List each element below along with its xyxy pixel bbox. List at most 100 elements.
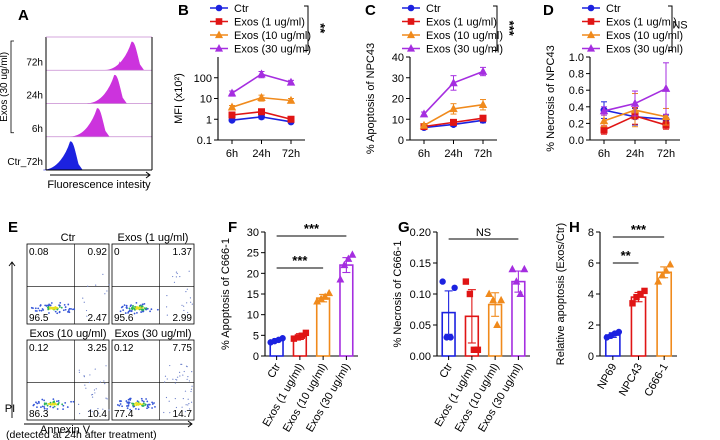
legend-label: Exos (30 ug/ml) bbox=[606, 44, 683, 56]
significance-label: *** bbox=[502, 21, 517, 37]
data-point bbox=[419, 120, 429, 129]
scatter-dot bbox=[184, 410, 186, 413]
scatter-dot bbox=[35, 401, 37, 404]
scatter-dot bbox=[173, 281, 176, 283]
scatter-dot bbox=[172, 378, 174, 380]
scatter-dot bbox=[142, 400, 145, 403]
data-point bbox=[658, 271, 667, 279]
scatter-dot bbox=[38, 309, 41, 312]
scatter-dot bbox=[47, 305, 50, 308]
scatter-dot bbox=[39, 304, 42, 307]
y-axis-label: % Apoptosis of C666-1 bbox=[220, 238, 232, 350]
y-tick-label: 10 bbox=[247, 310, 259, 322]
legend-label: Exos (30 ug/ml) bbox=[426, 44, 503, 56]
scatter-dot bbox=[176, 379, 178, 381]
scatter-dot bbox=[143, 307, 146, 310]
legend-marker bbox=[586, 44, 596, 52]
scatter-dot bbox=[48, 312, 50, 314]
scatter-dot bbox=[123, 304, 126, 307]
scatter-dot bbox=[55, 307, 58, 309]
y-tick-label: 0.15 bbox=[410, 258, 431, 270]
legend-label: Exos (10 ug/ml) bbox=[234, 30, 311, 42]
x-tick-label: 24h bbox=[626, 148, 644, 160]
scatter-dot bbox=[141, 306, 144, 309]
panel-c-apoptosis: 0 10 20 30 40 6h 24h 72h % Apoptosis of NPC43 Ctr… bbox=[365, 3, 517, 160]
scatter-dot bbox=[187, 376, 189, 378]
scatter-dot bbox=[51, 306, 54, 309]
quadrant-value: 0.92 bbox=[88, 247, 108, 258]
scatter-dot bbox=[41, 398, 44, 401]
scatter-dot bbox=[64, 306, 67, 308]
scatter-dot bbox=[45, 402, 48, 405]
y-axis-label: Exos (30 ug/ml) bbox=[0, 52, 10, 122]
scatter-dot bbox=[186, 288, 188, 290]
scatter-dot bbox=[188, 408, 191, 410]
x-tick-label: Ctr bbox=[265, 361, 283, 380]
data-point bbox=[666, 260, 675, 268]
scatter-note: (detected at 24h after treatment) bbox=[6, 429, 157, 440]
scatter-dot bbox=[88, 381, 91, 384]
scatter-dot bbox=[63, 303, 66, 306]
scatter-dot bbox=[153, 402, 155, 404]
y-tick-label: 0 bbox=[253, 351, 259, 363]
scatter-dot bbox=[190, 390, 192, 393]
scatter-dot bbox=[187, 404, 189, 406]
scatter-dot bbox=[93, 389, 96, 391]
scatter-dot bbox=[104, 293, 106, 295]
scatter-dot bbox=[56, 400, 58, 403]
scatter-dot bbox=[72, 400, 75, 403]
legend-marker bbox=[587, 18, 595, 25]
scatter-dot bbox=[129, 397, 131, 400]
scatter-dot bbox=[188, 380, 191, 382]
scatter-dot bbox=[67, 309, 70, 311]
data-point bbox=[662, 266, 671, 274]
data-point bbox=[286, 95, 296, 104]
y-axis-label: PI bbox=[5, 403, 15, 415]
scatter-dot bbox=[183, 305, 185, 307]
scatter-title: Exos (30 ug/ml) bbox=[114, 328, 191, 340]
legend-marker bbox=[587, 4, 595, 12]
scatter-dot bbox=[66, 406, 69, 408]
scatter-dot bbox=[52, 398, 55, 401]
scatter-dot bbox=[132, 305, 134, 308]
data-point bbox=[344, 254, 353, 262]
significance-label: ** bbox=[621, 248, 632, 263]
scatter-dot bbox=[98, 412, 100, 414]
data-point bbox=[478, 100, 488, 109]
scatter-dot bbox=[146, 307, 149, 310]
scatter-dot bbox=[102, 273, 104, 275]
scatter-dot bbox=[140, 311, 143, 313]
scatter-dot bbox=[43, 407, 46, 410]
y-tick-label: 15 bbox=[247, 289, 259, 301]
scatter-dot bbox=[56, 408, 59, 410]
scatter-dot bbox=[129, 408, 132, 411]
legend-label: Ctr bbox=[234, 3, 249, 15]
significance-label: NS bbox=[476, 227, 491, 239]
data-point bbox=[466, 290, 474, 298]
legend-label: Exos (10 ug/ml) bbox=[426, 30, 503, 42]
scatter-dot bbox=[181, 406, 183, 408]
scatter-dot bbox=[106, 290, 108, 292]
scatter-dot bbox=[64, 401, 67, 404]
scatter-dot bbox=[41, 405, 44, 408]
scatter-dot bbox=[86, 315, 88, 317]
scatter-dot bbox=[184, 390, 187, 392]
scatter-dot bbox=[105, 397, 107, 399]
scatter-dot bbox=[132, 404, 134, 407]
scatter-dot bbox=[163, 411, 165, 414]
panel-label-c: C bbox=[365, 2, 376, 19]
data-point bbox=[287, 115, 295, 123]
track-label: 72h bbox=[26, 57, 43, 68]
quadrant-value: 96.5 bbox=[29, 313, 49, 324]
scatter-dot bbox=[137, 403, 140, 405]
scatter-dot bbox=[49, 307, 52, 310]
scatter-dot bbox=[137, 308, 140, 310]
scatter-dot bbox=[56, 312, 59, 315]
scatter-dot bbox=[44, 304, 47, 307]
scatter-dot bbox=[146, 407, 148, 410]
y-tick-label: 1 bbox=[206, 114, 212, 126]
scatter-dot bbox=[89, 409, 92, 411]
x-tick-label: NP69 bbox=[595, 362, 619, 392]
data-point bbox=[462, 278, 470, 285]
scatter-dot bbox=[43, 399, 46, 402]
